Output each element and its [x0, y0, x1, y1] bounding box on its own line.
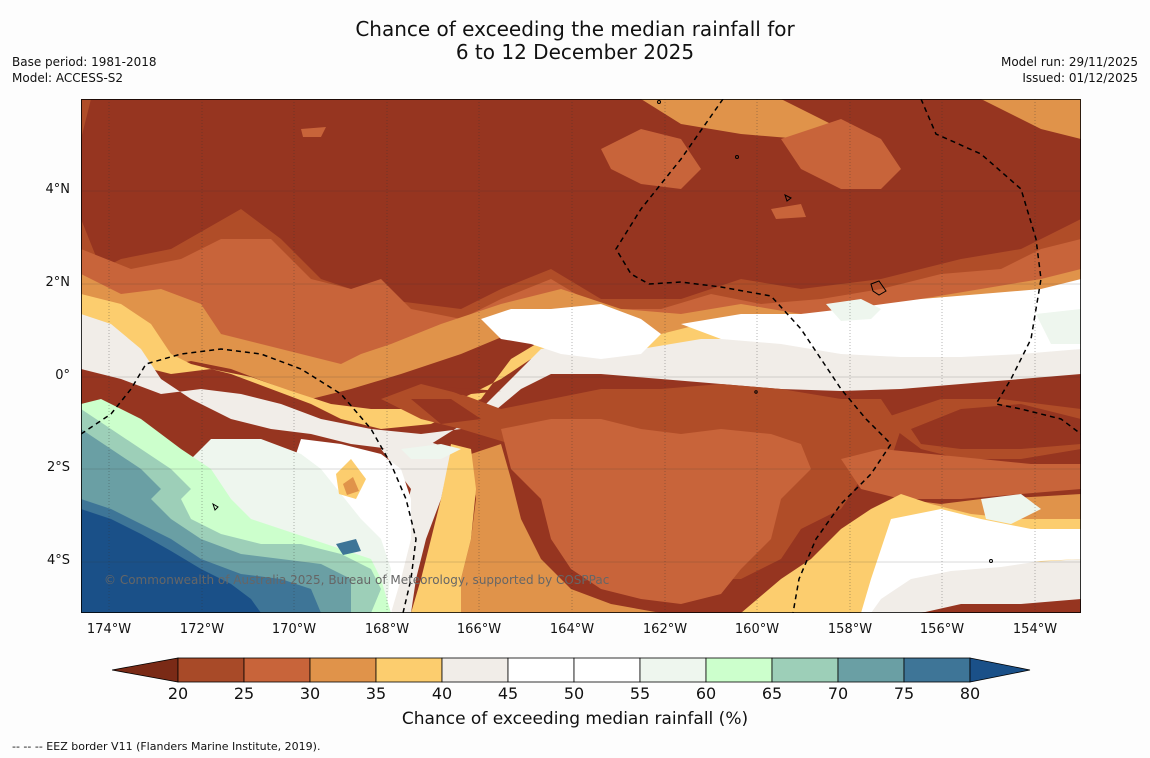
colorbar-cell [573, 657, 641, 683]
x-tick-label: 162°W [642, 622, 688, 637]
copyright-text: © Commonwealth of Australia 2025, Bureau… [104, 573, 610, 587]
island-small-2 [212, 502, 219, 511]
colorbar-label: 50 [563, 684, 585, 703]
colorbar-label: 45 [497, 684, 519, 703]
x-tick-label: 168°W [364, 622, 410, 637]
x-tick-label: 158°W [827, 622, 873, 637]
colorbar-extend-high [969, 657, 1031, 683]
y-tick-label: 4°N [45, 182, 71, 197]
colorbar-cell [243, 657, 311, 683]
eez-border-central [615, 99, 892, 613]
map-title: Chance of exceeding the median rainfall … [0, 18, 1150, 64]
colorbar-label: 20 [167, 684, 189, 703]
colorbar-label: 40 [431, 684, 453, 703]
y-tick-label: 2°N [45, 275, 71, 290]
island-small-5 [989, 559, 993, 563]
island-kiritimati [870, 280, 887, 296]
colorbar-cell [309, 657, 377, 683]
north-cell-high-3 [301, 119, 901, 219]
island-small-1 [784, 194, 792, 202]
island-small-4 [735, 155, 739, 159]
y-tick-label: 4°S [46, 553, 70, 568]
colorbar-label: 25 [233, 684, 255, 703]
colorbar-cell [903, 657, 971, 683]
model-name: Model: ACCESS-S2 [12, 71, 124, 85]
eez-border-east [920, 99, 1081, 435]
colorbar-cells [112, 657, 1031, 683]
colorbar-label: 30 [299, 684, 321, 703]
colorbar-cell [507, 657, 575, 683]
colorbar-label: 65 [761, 684, 783, 703]
colorbar-extend-low [112, 657, 179, 683]
x-tick-label: 156°W [919, 622, 965, 637]
y-tick-label: 0° [55, 368, 70, 383]
base-period: Base period: 1981-2018 [12, 55, 157, 69]
colorbar-title: Chance of exceeding median rainfall (%) [401, 709, 749, 729]
colorbar-cell [837, 657, 905, 683]
small-cell-red [343, 477, 359, 495]
colorbar-cell [177, 657, 245, 683]
x-tick-label: 170°W [271, 622, 317, 637]
contour-60-south [171, 439, 1041, 613]
colorbar-label: 75 [893, 684, 915, 703]
x-tick-label: 172°W [179, 622, 225, 637]
x-tick-label: 174°W [86, 622, 132, 637]
y-tick-label: 2°S [46, 460, 70, 475]
colorbar-label: 80 [959, 684, 981, 703]
x-tick-label: 160°W [734, 622, 780, 637]
eez-borders [81, 99, 1081, 613]
island-small-3 [657, 100, 661, 104]
north-cell-high [601, 129, 701, 189]
x-tick-label: 164°W [549, 622, 595, 637]
colorbar-cell [705, 657, 773, 683]
islands [212, 100, 993, 563]
colorbar-label: 35 [365, 684, 387, 703]
colorbar-label: 60 [695, 684, 717, 703]
lat-lines [81, 190, 1081, 563]
model-run: Model run: 29/11/2025 [1000, 55, 1138, 69]
colorbar-label: 70 [827, 684, 849, 703]
island-small-6 [754, 390, 758, 394]
meta-right: Model run: 29/11/2025 Issued: 01/12/2025 [1001, 54, 1138, 86]
issued-date: Issued: 01/12/2025 [1022, 71, 1138, 85]
contour-30-south [501, 419, 1081, 604]
colorbar-cell [441, 657, 509, 683]
contour-45-south [381, 439, 1081, 613]
colorbar-cell [375, 657, 443, 683]
north-cell-high-2 [641, 99, 1081, 139]
eez-footnote: -- -- -- EEZ border V11 (Flanders Marine… [12, 740, 321, 753]
colorbar-cell [771, 657, 839, 683]
x-tick-label: 154°W [1012, 622, 1058, 637]
title-line-1: Chance of exceeding the median rainfall … [355, 17, 795, 41]
map-frame [81, 99, 1081, 613]
meta-left: Base period: 1981-2018 Model: ACCESS-S2 [12, 54, 157, 86]
colorbar-label: 55 [629, 684, 651, 703]
colorbar-cell [639, 657, 707, 683]
rainfall-map [81, 99, 1081, 613]
x-tick-label: 166°W [456, 622, 502, 637]
contour-85-south [81, 509, 261, 613]
colorbar [112, 657, 1031, 683]
eez-border-west [81, 348, 417, 613]
contour-50-center [481, 279, 1081, 359]
title-line-2: 6 to 12 December 2025 [455, 40, 695, 64]
contour-60-center [826, 299, 1081, 344]
